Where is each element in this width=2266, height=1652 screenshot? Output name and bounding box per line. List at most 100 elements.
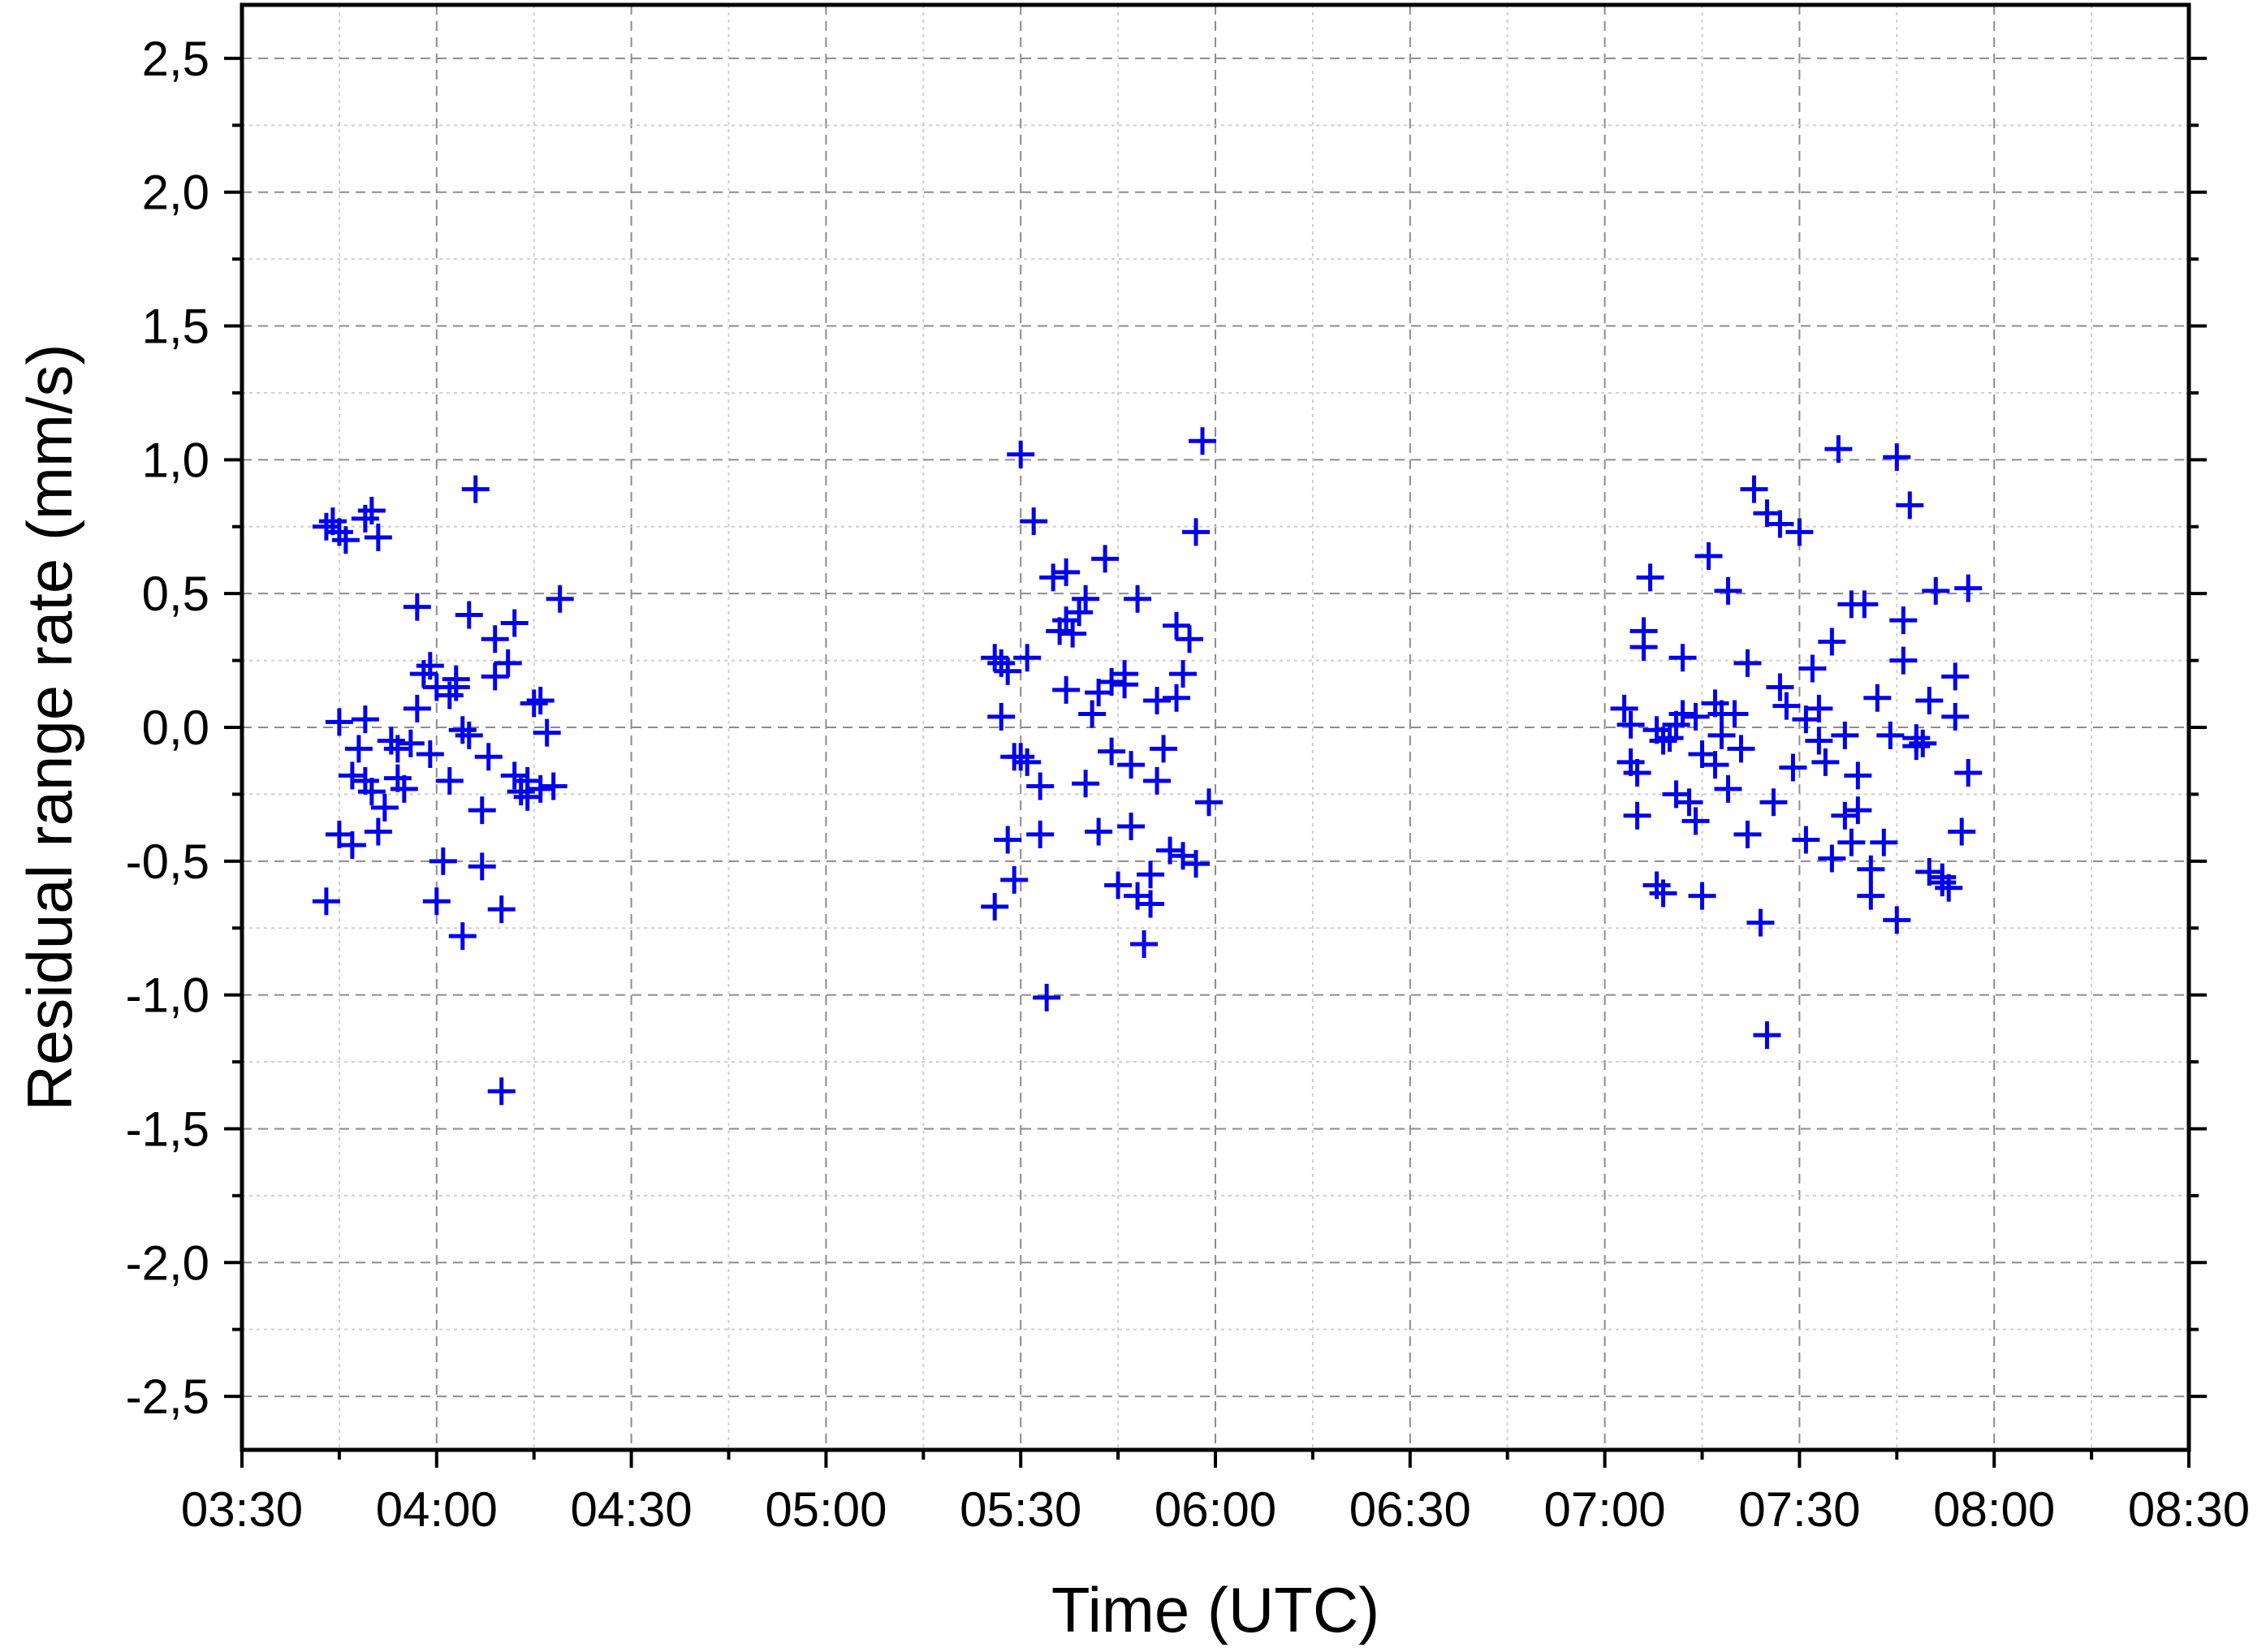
data-point-plus bbox=[442, 673, 470, 701]
data-point-plus bbox=[1649, 879, 1677, 908]
data-point-plus bbox=[396, 729, 425, 757]
data-point-plus bbox=[1013, 748, 1042, 776]
data-point-plus bbox=[1805, 694, 1833, 722]
data-point-plus bbox=[1026, 820, 1055, 848]
y-tick-label: -2,0 bbox=[126, 1236, 209, 1290]
data-point-plus bbox=[526, 774, 555, 803]
data-point-plus bbox=[1104, 871, 1133, 899]
data-point-plus bbox=[1863, 684, 1892, 712]
data-point-plus bbox=[357, 497, 386, 524]
data-point-plus bbox=[1039, 563, 1068, 592]
data-point-plus bbox=[416, 652, 444, 680]
data-point-plus bbox=[1681, 702, 1710, 731]
data-point-plus bbox=[1649, 727, 1677, 755]
data-point-plus bbox=[1844, 796, 1872, 825]
data-point-plus bbox=[474, 743, 503, 771]
data-point-plus bbox=[1831, 721, 1859, 749]
data-point-plus bbox=[1137, 861, 1165, 889]
data-point-plus bbox=[364, 817, 392, 846]
data-point-plus bbox=[1844, 761, 1872, 790]
data-point-plus bbox=[1163, 611, 1191, 640]
data-point-plus bbox=[1954, 574, 1983, 602]
data-point-plus bbox=[1085, 817, 1113, 846]
data-point-plus bbox=[1746, 908, 1775, 937]
data-point-plus bbox=[416, 740, 444, 768]
y-tick-label: 1,0 bbox=[142, 433, 209, 487]
data-points bbox=[312, 427, 1983, 1106]
x-tick-label: 08:30 bbox=[2128, 1482, 2250, 1537]
data-point-plus bbox=[1189, 427, 1217, 455]
data-point-plus bbox=[546, 584, 574, 613]
data-point-plus bbox=[1176, 625, 1204, 653]
data-point-plus bbox=[461, 475, 490, 503]
data-point-plus bbox=[1169, 660, 1198, 688]
y-tick-label: 2,0 bbox=[142, 166, 209, 220]
data-point-plus bbox=[1701, 751, 1729, 779]
data-point-plus bbox=[1694, 542, 1723, 571]
data-point-plus bbox=[1883, 906, 1911, 934]
data-point-plus bbox=[1850, 590, 1879, 619]
data-point-plus bbox=[994, 657, 1022, 685]
data-point-plus bbox=[331, 526, 360, 554]
data-point-plus bbox=[1909, 729, 1937, 757]
data-point-plus bbox=[981, 644, 1009, 672]
data-point-plus bbox=[1714, 774, 1742, 803]
data-point-plus bbox=[1007, 440, 1035, 468]
data-point-plus bbox=[455, 721, 483, 749]
data-point-plus bbox=[1052, 558, 1081, 586]
data-point-plus bbox=[1857, 882, 1885, 910]
data-point-plus bbox=[1668, 700, 1697, 728]
data-point-plus bbox=[1688, 882, 1716, 910]
axis-ticks bbox=[224, 56, 2207, 1468]
data-point-plus bbox=[1766, 510, 1794, 538]
data-point-plus bbox=[1681, 807, 1710, 835]
x-tick-label: 07:00 bbox=[1544, 1482, 1666, 1537]
data-point-plus bbox=[1020, 507, 1048, 536]
data-point-plus bbox=[1078, 700, 1107, 728]
y-tick-label: -1,5 bbox=[126, 1102, 209, 1156]
data-point-plus bbox=[1818, 628, 1846, 656]
data-point-plus bbox=[1072, 770, 1100, 798]
data-point-plus bbox=[1156, 836, 1185, 865]
data-point-plus bbox=[344, 735, 373, 763]
y-tick-label: 0,5 bbox=[142, 567, 209, 621]
data-point-plus bbox=[1941, 702, 1970, 731]
data-point-plus bbox=[500, 761, 529, 790]
y-tick-labels: 2,5 2,0 1,5 1,0 0,5 0,0 -0,5 -1,0 -1,5 -2,0 -2,5 bbox=[126, 32, 209, 1424]
data-point-plus bbox=[533, 718, 561, 747]
data-point-plus bbox=[429, 847, 457, 875]
data-point-plus bbox=[1720, 700, 1749, 728]
x-tick-label: 05:30 bbox=[960, 1482, 1081, 1537]
data-point-plus bbox=[1000, 865, 1029, 894]
data-point-plus bbox=[1111, 671, 1139, 699]
data-point-plus bbox=[1824, 435, 1853, 464]
data-point-plus bbox=[1124, 584, 1152, 613]
data-point-plus bbox=[1727, 735, 1755, 763]
data-point-plus bbox=[1655, 724, 1684, 753]
data-point-plus bbox=[1623, 759, 1651, 787]
y-tick-label: 0,0 bbox=[142, 701, 209, 755]
data-point-plus bbox=[1137, 890, 1165, 918]
data-point-plus bbox=[487, 895, 516, 924]
data-point-plus bbox=[1831, 801, 1859, 830]
data-point-plus bbox=[1623, 801, 1651, 830]
data-point-plus bbox=[1818, 844, 1846, 873]
data-point-plus bbox=[403, 694, 431, 722]
data-point-plus bbox=[1629, 633, 1658, 662]
data-point-plus bbox=[1636, 563, 1664, 592]
data-point-plus bbox=[1948, 817, 1976, 846]
data-point-plus bbox=[370, 793, 399, 822]
data-point-plus bbox=[1759, 788, 1788, 817]
data-point-plus bbox=[1675, 788, 1703, 817]
data-point-plus bbox=[1870, 828, 1898, 856]
data-point-plus bbox=[1714, 576, 1742, 605]
data-point-plus bbox=[1805, 727, 1833, 755]
x-tick-labels: 03:30 04:00 04:30 05:00 05:30 06:00 06:30 07:00… bbox=[181, 1482, 2250, 1537]
data-point-plus bbox=[1668, 644, 1697, 672]
data-point-plus bbox=[1766, 673, 1794, 701]
data-point-plus bbox=[1143, 766, 1172, 795]
data-point-plus bbox=[338, 831, 366, 860]
data-point-plus bbox=[1941, 662, 1970, 691]
data-point-plus bbox=[1753, 1021, 1781, 1050]
